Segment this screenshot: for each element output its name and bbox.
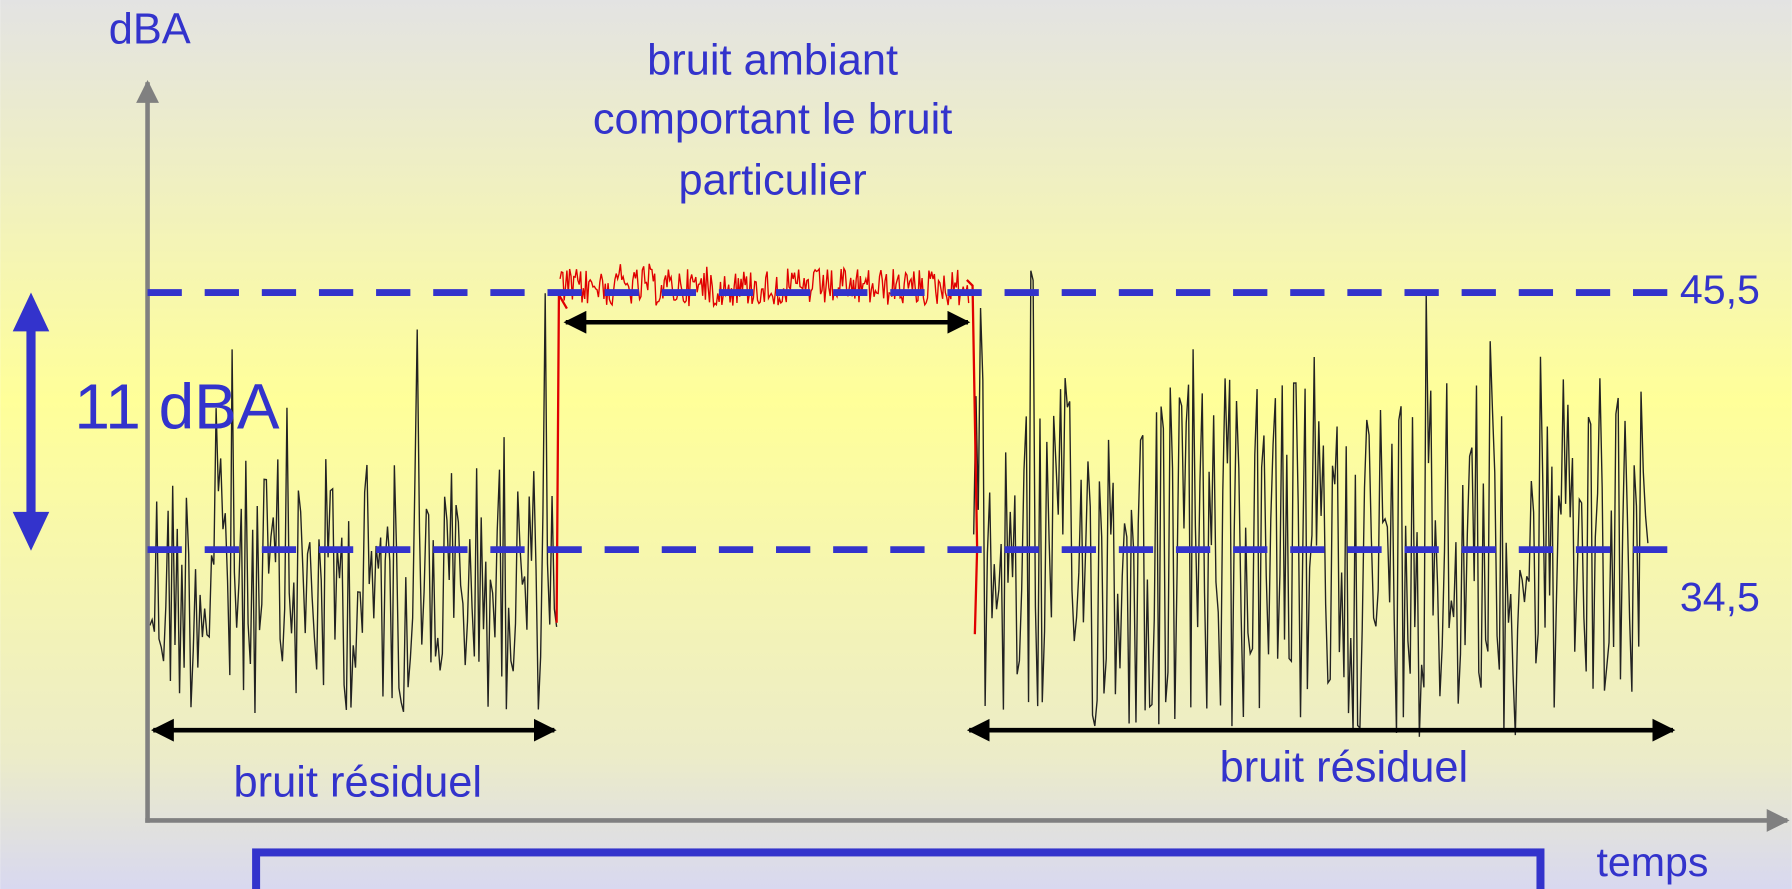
x-axis-label: temps xyxy=(1596,839,1708,885)
noise-trace xyxy=(149,293,558,714)
right-residual-label: bruit résiduel xyxy=(1220,744,1469,792)
noise-trace xyxy=(559,263,970,309)
left-residual-label: bruit résiduel xyxy=(234,758,483,806)
lower-level-label: 34,5 xyxy=(1680,574,1760,620)
transition xyxy=(966,279,979,635)
upper-level-label: 45,5 xyxy=(1680,266,1760,312)
title-line: comportant le bruit xyxy=(593,96,952,144)
y-axis-label: dBA xyxy=(109,5,191,53)
title-line: particulier xyxy=(679,156,867,204)
difference-label: 11 dBA xyxy=(74,370,279,442)
title-line: bruit ambiant xyxy=(647,36,898,84)
difference-arrow xyxy=(12,292,50,551)
bottom-box xyxy=(252,848,1545,889)
